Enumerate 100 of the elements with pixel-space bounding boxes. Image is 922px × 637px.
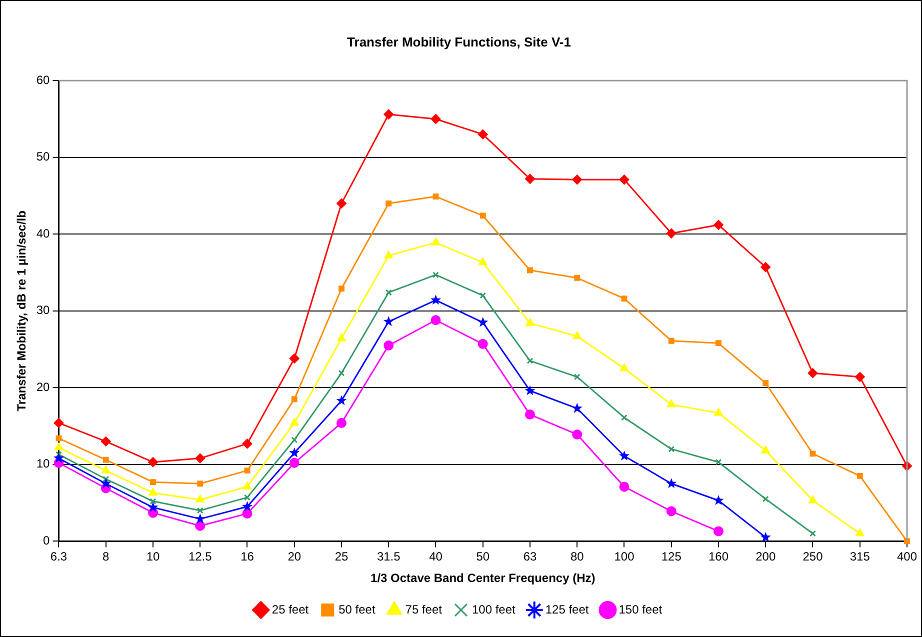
point xyxy=(384,109,394,120)
point xyxy=(526,318,534,326)
point xyxy=(810,450,816,457)
chart-title: Transfer Mobility Functions, Site V-1 xyxy=(347,34,571,50)
y-tick-label: 60 xyxy=(36,72,50,87)
point xyxy=(244,468,250,474)
point xyxy=(337,334,346,342)
point xyxy=(525,410,535,420)
point xyxy=(856,472,863,479)
y-axis-title: Transfer Mobility, dB re 1 µin/sec/lb xyxy=(14,210,29,412)
point xyxy=(854,372,865,382)
x-tick-label: 20 xyxy=(288,550,302,564)
point xyxy=(196,507,204,514)
point xyxy=(383,316,394,326)
point xyxy=(668,446,675,452)
point xyxy=(666,478,677,488)
x-tick-label: 12.5 xyxy=(188,550,212,564)
point xyxy=(668,338,674,344)
y-tick-label: 50 xyxy=(36,150,50,164)
point xyxy=(526,358,534,364)
point xyxy=(855,528,864,536)
point xyxy=(524,385,536,396)
point xyxy=(148,502,158,512)
point xyxy=(291,396,298,402)
point xyxy=(478,258,488,266)
point xyxy=(242,501,252,512)
point xyxy=(478,129,488,140)
point xyxy=(197,480,204,487)
point xyxy=(291,436,298,444)
point xyxy=(478,338,488,349)
point xyxy=(336,198,346,208)
point xyxy=(478,316,488,327)
point xyxy=(480,212,486,219)
point xyxy=(242,508,252,519)
point xyxy=(572,331,582,339)
point xyxy=(621,414,628,421)
point xyxy=(242,438,252,449)
point xyxy=(572,402,582,413)
point xyxy=(716,340,722,346)
point xyxy=(336,395,347,406)
point xyxy=(290,418,299,426)
point xyxy=(148,488,158,496)
x-tick-label: 8 xyxy=(102,550,110,564)
point xyxy=(574,374,580,380)
point xyxy=(54,418,64,428)
point xyxy=(289,353,300,364)
point xyxy=(54,442,64,450)
point xyxy=(619,450,630,460)
y-tick-label: 40 xyxy=(36,226,50,240)
point xyxy=(810,530,816,537)
point xyxy=(621,296,628,302)
point xyxy=(386,200,392,206)
legend-label: 50 feet xyxy=(338,602,376,616)
point xyxy=(196,494,205,502)
point xyxy=(762,380,769,386)
point xyxy=(619,482,630,492)
point xyxy=(289,458,300,468)
point xyxy=(102,456,109,463)
point xyxy=(619,174,630,185)
x-tick-label: 250 xyxy=(802,550,824,564)
point xyxy=(572,429,582,440)
legend-label: 100 feet xyxy=(472,602,516,616)
point xyxy=(385,289,392,296)
point xyxy=(808,496,818,504)
point xyxy=(432,194,439,200)
point xyxy=(102,476,110,482)
point xyxy=(572,174,582,185)
point xyxy=(194,513,206,524)
point xyxy=(620,363,629,372)
point xyxy=(430,294,441,305)
point xyxy=(242,482,252,490)
x-tick-label: 25 xyxy=(334,550,348,564)
x-tick-label: 400 xyxy=(896,550,918,564)
point xyxy=(148,457,158,468)
x-tick-label: 100 xyxy=(614,550,635,564)
point xyxy=(150,479,156,486)
point xyxy=(904,538,910,544)
x-tick-label: 125 xyxy=(661,550,682,564)
y-tick-label: 10 xyxy=(36,456,50,471)
point xyxy=(289,447,300,458)
legend-label: 125 feet xyxy=(545,602,590,616)
legend-label: 150 feet xyxy=(618,602,663,616)
point xyxy=(195,453,206,464)
x-tick-label: 160 xyxy=(708,550,729,564)
point xyxy=(336,418,346,428)
point xyxy=(527,267,533,274)
point xyxy=(56,435,62,442)
legend-label: 25 feet xyxy=(272,602,310,616)
point xyxy=(666,400,676,408)
x-tick-label: 6.3 xyxy=(50,550,68,564)
point xyxy=(338,286,344,292)
point xyxy=(762,496,769,502)
x-tick-label: 50 xyxy=(476,550,490,564)
point xyxy=(760,532,771,542)
x-tick-label: 315 xyxy=(850,550,870,564)
point xyxy=(480,292,486,299)
point xyxy=(713,495,724,505)
y-tick-label: 30 xyxy=(36,303,50,318)
point xyxy=(574,274,580,281)
x-tick-label: 40 xyxy=(429,550,443,564)
